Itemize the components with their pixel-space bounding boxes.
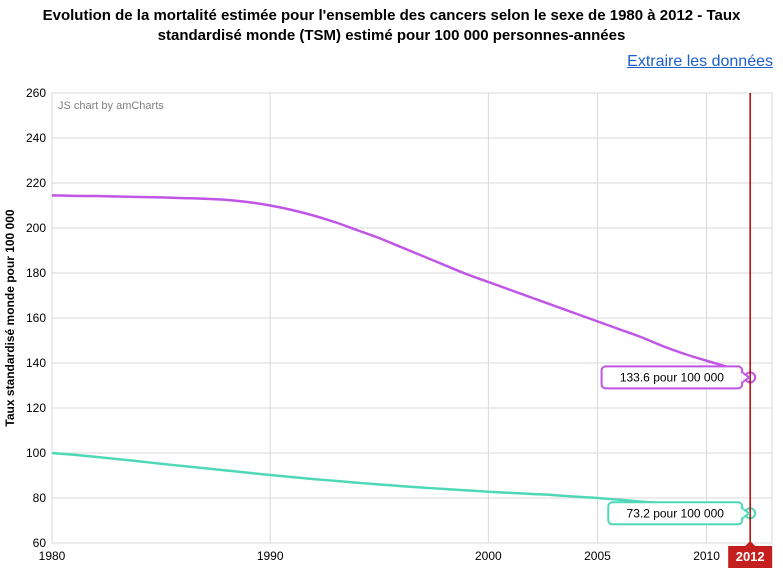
y-tick-label: 240: [26, 131, 46, 145]
y-tick-label: 220: [26, 176, 46, 190]
x-tick-label: 2000: [475, 549, 502, 563]
x-tick-label: 2005: [584, 549, 611, 563]
chart-title: Evolution de la mortalité estimée pour l…: [0, 0, 783, 51]
chart-svg: 60 80 100 120 140 160 180 200 220 240 260 1980 1990 2…: [0, 78, 783, 585]
x-tick-label: 1980: [39, 549, 66, 563]
y-tick-label: 100: [26, 446, 46, 460]
y-tick-label: 120: [26, 401, 46, 415]
export-link-container: Extraire les données: [0, 51, 783, 75]
series-callout-text: 133.6 pour 100 000: [620, 370, 724, 384]
x-tick-label: 2010: [693, 549, 720, 563]
chart-area: 60 80 100 120 140 160 180 200 220 240 260 1980 1990 2…: [0, 78, 783, 585]
y-tick-label: 200: [26, 221, 46, 235]
x-tick-label: 1990: [257, 549, 284, 563]
y-tick-label: 180: [26, 266, 46, 280]
y-tick-label: 160: [26, 311, 46, 325]
y-tick-label: 60: [33, 536, 47, 550]
chart-attribution: JS chart by amCharts: [58, 100, 164, 112]
y-axis-title: Taux standardisé monde pour 100 000: [3, 209, 17, 427]
cursor-year-text: 2012: [736, 549, 765, 564]
y-tick-label: 260: [26, 86, 46, 100]
export-data-link[interactable]: Extraire les données: [627, 53, 773, 70]
series-callout-text: 73.2 pour 100 000: [627, 506, 725, 520]
y-tick-label: 80: [33, 491, 47, 505]
y-tick-label: 140: [26, 356, 46, 370]
